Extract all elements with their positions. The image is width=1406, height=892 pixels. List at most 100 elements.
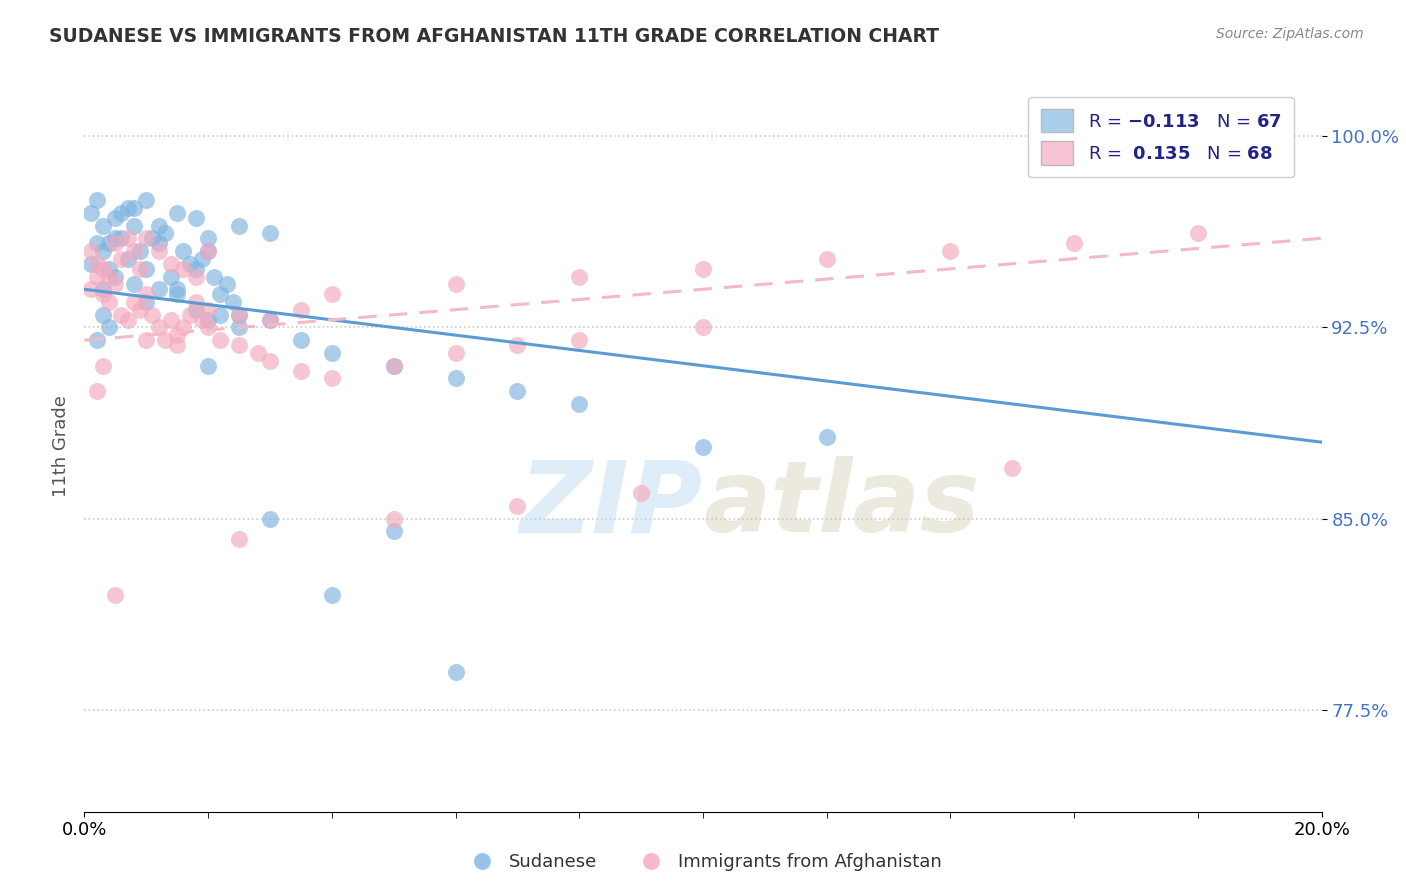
Point — [259, 313, 281, 327]
Point — [79, 257, 101, 271]
Point — [117, 252, 139, 266]
Point — [568, 397, 591, 411]
Point — [815, 252, 838, 266]
Point — [148, 244, 170, 258]
Point — [321, 287, 343, 301]
Point — [506, 338, 529, 352]
Point — [321, 371, 343, 385]
Point — [104, 211, 127, 225]
Point — [166, 282, 188, 296]
Point — [160, 257, 183, 271]
Point — [86, 193, 108, 207]
Point — [91, 287, 114, 301]
Point — [197, 359, 219, 373]
Point — [117, 313, 139, 327]
Point — [110, 252, 132, 266]
Point — [209, 308, 232, 322]
Point — [228, 308, 250, 322]
Point — [259, 226, 281, 240]
Legend: Sudanese, Immigrants from Afghanistan: Sudanese, Immigrants from Afghanistan — [457, 847, 949, 879]
Point — [228, 308, 250, 322]
Point — [148, 320, 170, 334]
Point — [91, 308, 114, 322]
Point — [122, 295, 145, 310]
Point — [91, 359, 114, 373]
Point — [135, 261, 157, 276]
Point — [98, 320, 121, 334]
Point — [117, 201, 139, 215]
Point — [110, 206, 132, 220]
Point — [166, 287, 188, 301]
Point — [259, 353, 281, 368]
Text: SUDANESE VS IMMIGRANTS FROM AFGHANISTAN 11TH GRADE CORRELATION CHART: SUDANESE VS IMMIGRANTS FROM AFGHANISTAN … — [49, 27, 939, 45]
Point — [506, 499, 529, 513]
Point — [98, 236, 121, 251]
Point — [141, 231, 163, 245]
Point — [444, 277, 467, 292]
Point — [86, 269, 108, 284]
Point — [184, 211, 207, 225]
Point — [129, 302, 152, 317]
Point — [91, 261, 114, 276]
Point — [86, 384, 108, 399]
Point — [1001, 460, 1024, 475]
Point — [86, 257, 108, 271]
Point — [122, 277, 145, 292]
Point — [141, 308, 163, 322]
Point — [444, 665, 467, 679]
Point — [197, 302, 219, 317]
Point — [122, 219, 145, 233]
Point — [228, 219, 250, 233]
Point — [98, 261, 121, 276]
Point — [1187, 226, 1209, 240]
Point — [259, 313, 281, 327]
Point — [197, 320, 219, 334]
Point — [382, 359, 405, 373]
Point — [184, 269, 207, 284]
Point — [160, 269, 183, 284]
Point — [148, 282, 170, 296]
Point — [153, 226, 176, 240]
Point — [228, 320, 250, 334]
Point — [104, 269, 127, 284]
Point — [184, 261, 207, 276]
Point — [79, 244, 101, 258]
Point — [444, 371, 467, 385]
Point — [122, 201, 145, 215]
Text: Source: ZipAtlas.com: Source: ZipAtlas.com — [1216, 27, 1364, 41]
Point — [228, 532, 250, 546]
Point — [172, 320, 194, 334]
Point — [382, 359, 405, 373]
Point — [104, 588, 127, 602]
Point — [91, 282, 114, 296]
Point — [184, 295, 207, 310]
Point — [382, 524, 405, 539]
Point — [91, 219, 114, 233]
Point — [246, 346, 269, 360]
Point — [91, 244, 114, 258]
Point — [172, 261, 194, 276]
Point — [215, 277, 238, 292]
Point — [172, 244, 194, 258]
Point — [104, 236, 127, 251]
Point — [148, 219, 170, 233]
Point — [568, 333, 591, 347]
Point — [202, 269, 225, 284]
Point — [135, 295, 157, 310]
Point — [166, 206, 188, 220]
Point — [228, 338, 250, 352]
Point — [117, 231, 139, 245]
Point — [79, 282, 101, 296]
Point — [222, 295, 245, 310]
Point — [209, 287, 232, 301]
Point — [191, 252, 214, 266]
Point — [166, 338, 188, 352]
Point — [692, 440, 714, 454]
Point — [98, 295, 121, 310]
Point — [382, 511, 405, 525]
Point — [135, 287, 157, 301]
Point — [148, 236, 170, 251]
Point — [160, 313, 183, 327]
Point — [129, 261, 152, 276]
Point — [153, 333, 176, 347]
